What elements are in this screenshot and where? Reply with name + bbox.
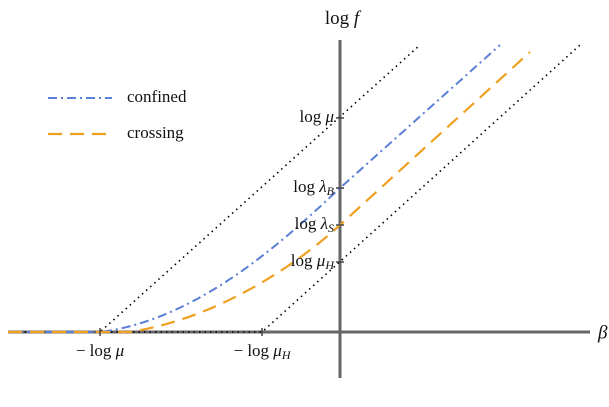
x-tick-label: − log μ	[76, 341, 124, 360]
legend-label: confined	[127, 87, 187, 106]
crossing-curve	[8, 51, 531, 334]
y-axis-label: log f	[325, 8, 362, 29]
y-tick-label: log λB	[293, 177, 334, 198]
y-tick-label: log λS	[295, 214, 334, 235]
x-tick-label: − log μH	[233, 341, 291, 362]
y-ticks: log μ log λB log λS log μH	[291, 107, 344, 272]
confined-curve	[8, 44, 501, 333]
x-ticks: − log μ − log μH	[76, 328, 292, 362]
x-axis-label: β	[597, 322, 608, 343]
y-tick-label: log μH	[291, 251, 336, 272]
legend: confined crossing	[48, 87, 187, 142]
legend-label: crossing	[127, 123, 184, 142]
y-tick-label: log μ	[299, 107, 334, 126]
